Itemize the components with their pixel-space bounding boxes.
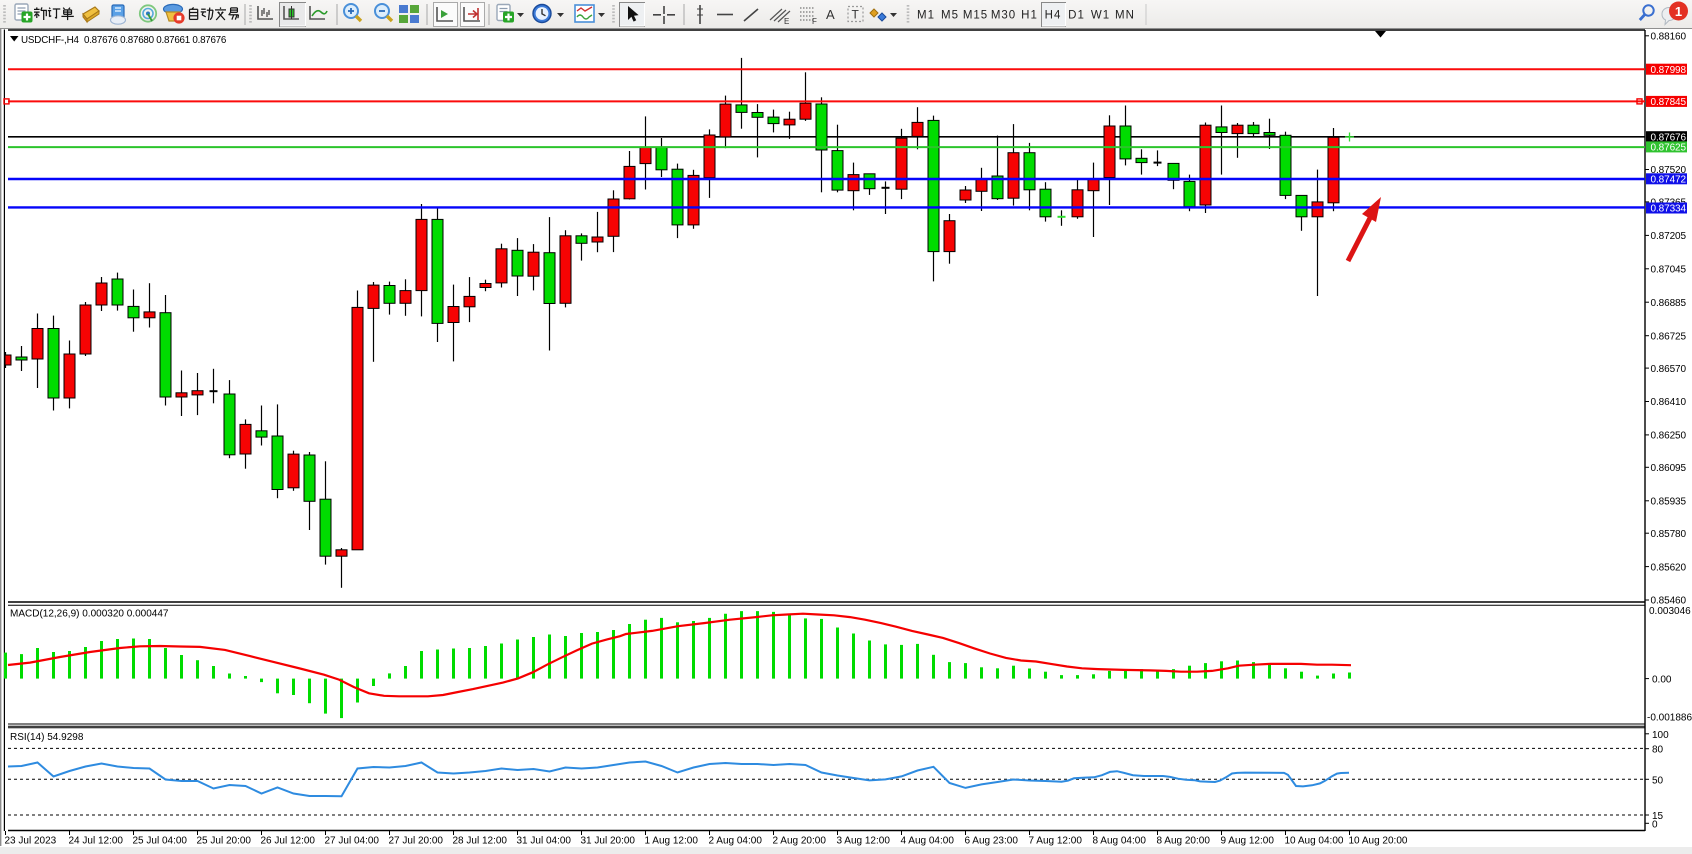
- svg-text:0.85780: 0.85780: [1651, 529, 1687, 540]
- svg-text:MN: MN: [1115, 10, 1135, 22]
- svg-text:M1: M1: [917, 10, 935, 22]
- svg-text:6 Aug 23:00: 6 Aug 23:00: [965, 836, 1019, 847]
- svg-text:8 Aug 20:00: 8 Aug 20:00: [1157, 836, 1211, 847]
- svg-text:RSI(14) 54.9298: RSI(14) 54.9298: [10, 732, 84, 743]
- svg-text:2 Aug 04:00: 2 Aug 04:00: [709, 836, 763, 847]
- svg-text:3 Aug 12:00: 3 Aug 12:00: [837, 836, 891, 847]
- svg-text:1 Aug 12:00: 1 Aug 12:00: [645, 836, 699, 847]
- svg-text:MACD(12,26,9) 0.000320 0.00044: MACD(12,26,9) 0.000320 0.000447: [10, 609, 169, 620]
- svg-text:0.86725: 0.86725: [1651, 331, 1687, 342]
- svg-text:24 Jul 12:00: 24 Jul 12:00: [69, 836, 124, 847]
- svg-text:26 Jul 12:00: 26 Jul 12:00: [261, 836, 316, 847]
- svg-text:0.87676: 0.87676: [1651, 132, 1687, 143]
- svg-text:0.85935: 0.85935: [1651, 497, 1687, 508]
- svg-text:0.86250: 0.86250: [1651, 431, 1687, 442]
- svg-text:D1: D1: [1068, 10, 1085, 22]
- svg-text:27 Jul 20:00: 27 Jul 20:00: [389, 836, 444, 847]
- svg-text:4 Aug 04:00: 4 Aug 04:00: [901, 836, 955, 847]
- svg-text:H4: H4: [1045, 10, 1062, 22]
- svg-text:0.86095: 0.86095: [1651, 463, 1687, 474]
- svg-text:80: 80: [1652, 745, 1664, 756]
- svg-text:0.87998: 0.87998: [1651, 65, 1687, 76]
- svg-text:100: 100: [1652, 730, 1669, 741]
- svg-text:E: E: [784, 17, 789, 26]
- svg-text:28 Jul 12:00: 28 Jul 12:00: [453, 836, 508, 847]
- svg-text:H1: H1: [1021, 10, 1038, 22]
- svg-text:10 Aug 20:00: 10 Aug 20:00: [1349, 836, 1408, 847]
- svg-text:0.86885: 0.86885: [1651, 298, 1687, 309]
- svg-text:W1: W1: [1091, 10, 1110, 22]
- svg-text:27 Jul 04:00: 27 Jul 04:00: [325, 836, 380, 847]
- svg-text:0.88160: 0.88160: [1651, 32, 1687, 43]
- svg-text:0.87045: 0.87045: [1651, 265, 1687, 276]
- svg-text:10 Aug 04:00: 10 Aug 04:00: [1285, 836, 1344, 847]
- svg-text:0.87205: 0.87205: [1651, 231, 1687, 242]
- svg-text:23 Jul 2023: 23 Jul 2023: [5, 836, 57, 847]
- svg-text:0.87334: 0.87334: [1651, 204, 1687, 215]
- svg-text:0.87625: 0.87625: [1651, 143, 1687, 154]
- svg-text:T: T: [852, 8, 860, 22]
- svg-text:M15: M15: [963, 10, 988, 22]
- svg-text:50: 50: [1652, 775, 1664, 786]
- svg-text:0.00: 0.00: [1652, 675, 1672, 686]
- svg-text:M30: M30: [991, 10, 1016, 22]
- svg-text:31 Jul 20:00: 31 Jul 20:00: [581, 836, 636, 847]
- svg-text:0: 0: [1652, 819, 1658, 830]
- svg-text:0.86410: 0.86410: [1651, 397, 1687, 408]
- svg-text:USDCHF-,H4: USDCHF-,H4: [21, 35, 80, 46]
- svg-text:A: A: [826, 7, 835, 22]
- svg-text:0.87520: 0.87520: [1651, 165, 1687, 176]
- svg-text:9 Aug 12:00: 9 Aug 12:00: [1221, 836, 1275, 847]
- svg-text:15: 15: [1652, 811, 1664, 822]
- svg-text:M5: M5: [941, 10, 959, 22]
- svg-text:7 Aug 12:00: 7 Aug 12:00: [1029, 836, 1083, 847]
- svg-text:0.87845: 0.87845: [1651, 97, 1687, 108]
- svg-text:8 Aug 04:00: 8 Aug 04:00: [1093, 836, 1147, 847]
- svg-text:0.85620: 0.85620: [1651, 562, 1687, 573]
- svg-text:2 Aug 20:00: 2 Aug 20:00: [773, 836, 827, 847]
- svg-text:0.87676 0.87680 0.87661 0.8767: 0.87676 0.87680 0.87661 0.87676: [84, 35, 227, 46]
- svg-text:0.85460: 0.85460: [1651, 596, 1687, 607]
- svg-text:0.003046: 0.003046: [1649, 606, 1691, 617]
- svg-text:1: 1: [1675, 4, 1682, 19]
- svg-text:25 Jul 04:00: 25 Jul 04:00: [133, 836, 188, 847]
- svg-text:0.86570: 0.86570: [1651, 364, 1687, 375]
- svg-text:31 Jul 04:00: 31 Jul 04:00: [517, 836, 572, 847]
- svg-text:25 Jul 20:00: 25 Jul 20:00: [197, 836, 252, 847]
- svg-text:F: F: [812, 17, 817, 26]
- svg-text:0.87472: 0.87472: [1651, 175, 1687, 186]
- svg-text:-0.001886: -0.001886: [1647, 713, 1692, 724]
